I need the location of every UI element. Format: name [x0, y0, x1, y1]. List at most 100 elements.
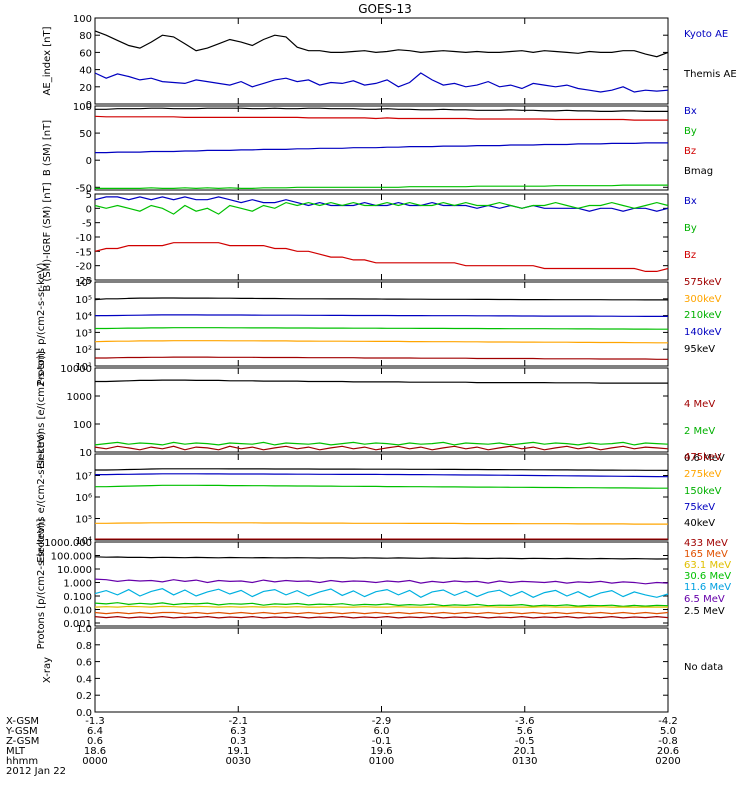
series-label: By [684, 223, 697, 234]
series-line [94, 605, 668, 608]
y-tick-label: 0.4 [76, 674, 92, 685]
y-tick-label: -25 [76, 276, 92, 287]
y-tick-label: 0.6 [76, 658, 92, 669]
y-tick-label: 0.100 [63, 592, 92, 603]
series-line [95, 379, 668, 384]
y-tick-label: 100.000 [51, 552, 92, 563]
panel-4: 10¹ 10² 10³ 10⁴ 10⁵ 10⁶ Protons p/(cm2-s-sr-ke… [36, 262, 722, 385]
panel-2: -50 0 50 100 B (SM) [nT] Bx By Bz Bmag [42, 102, 713, 194]
series-label: 6.5 MeV [684, 594, 725, 605]
panel-6: 10⁴ 10⁵ 10⁶ 10⁷ Electrons e/(cm2-s-sr-keV) 47… [36, 431, 722, 563]
y-tick-label: 10¹ [75, 362, 92, 373]
orbit-value: -0.1 [372, 736, 392, 747]
series-line [95, 473, 669, 478]
xray-nodata-label: No data [684, 662, 723, 673]
panel-8: 0.0 0.2 0.4 0.6 0.8 1.0 X-ray [42, 624, 669, 719]
y-tick-label: 0.2 [76, 691, 92, 702]
series-line [95, 522, 668, 525]
orbit-value: 6.4 [87, 726, 103, 737]
series-line [94, 340, 668, 344]
series-label: Bmag [684, 166, 713, 177]
y-tick-label: 10000 [60, 364, 92, 375]
series-label: 63.1 MeV [684, 560, 731, 571]
series-line [94, 578, 669, 585]
series-label: 4 MeV [684, 399, 715, 410]
y-tick-label: 10² [75, 345, 92, 356]
y-tick-label: 20 [79, 83, 92, 94]
y-tick-label: 1.0 [76, 624, 92, 635]
series-label: 300keV [684, 294, 722, 305]
y-tick-label: 80 [79, 31, 92, 42]
y-tick-label: 5 [86, 190, 92, 201]
series-label: 210keV [684, 310, 722, 321]
y-tick-label: 10⁴ [75, 312, 92, 323]
series-label: Bz [684, 146, 696, 157]
orbit-row-label: Z-GSM [6, 736, 39, 747]
orbit-row-label: hhmm [6, 756, 38, 767]
orbit-value: -3.6 [515, 716, 535, 727]
series-label: 433 MeV [684, 538, 728, 549]
y-axis-label: AE_index [nT] [42, 26, 53, 95]
series-line [94, 611, 669, 615]
series-line [95, 107, 668, 113]
y-axis-label: Electrons e/(cm2-s-sr-keV) [36, 431, 47, 563]
orbit-value: 5.0 [660, 726, 676, 737]
y-tick-label: 0 [86, 100, 92, 111]
series-label: 95keV [684, 344, 715, 355]
panel-7: 0.001 0.010 0.100 1.000 10.000 100.000 1000.00… [36, 519, 731, 650]
panel-5: 10 100 1000 10000 Electrons [e/(cm2-s-sr)] 4 … [36, 351, 725, 469]
series-label: 2.5 MeV [684, 606, 725, 617]
series-line [95, 484, 668, 489]
series-line [94, 441, 669, 446]
panel-frame [94, 627, 669, 713]
orbit-value: -4.2 [658, 716, 678, 727]
series-line [94, 115, 668, 121]
y-axis-label: X-ray [42, 657, 53, 683]
orbit-value: 20.1 [514, 746, 536, 757]
y-tick-label: 40 [79, 66, 92, 77]
series-label: 11.6 MeV [684, 582, 731, 593]
series-line [94, 30, 669, 58]
y-tick-label: 1000.000 [44, 538, 92, 549]
orbit-value: 19.6 [370, 746, 392, 757]
plot-title: GOES-13 [358, 2, 412, 16]
series-label: 275keV [684, 469, 722, 480]
y-tick-label: 10³ [75, 328, 92, 339]
y-tick-label: 10⁶ [75, 493, 92, 504]
panel-1: 0 20 40 60 80 100 AE_index [nT] Kyoto AE Themis … [42, 14, 737, 111]
y-tick-label: 0.8 [76, 641, 92, 652]
orbit-value: 18.6 [84, 746, 106, 757]
orbit-value: 0100 [369, 756, 394, 767]
orbit-value: 6.3 [230, 726, 246, 737]
series-label: 0.6 MeV [684, 453, 725, 464]
y-axis-label: B (SM) [nT] [42, 120, 53, 176]
y-tick-label: 10⁵ [75, 515, 92, 526]
y-tick-label: -5 [82, 219, 92, 230]
orbit-value: 0130 [512, 756, 537, 767]
orbit-row-label: MLT [6, 746, 26, 757]
series-label: 75keV [684, 502, 715, 513]
series-label: 30.6 MeV [684, 571, 731, 582]
orbit-row-label: Y-GSM [5, 726, 38, 737]
orbit-value: -1.3 [85, 716, 105, 727]
orbit-value: 0.3 [230, 736, 246, 747]
y-tick-label: 50 [79, 129, 92, 140]
series-label: 575keV [684, 277, 722, 288]
series-line [94, 196, 669, 212]
orbit-value: -2.1 [228, 716, 248, 727]
y-tick-label: 10⁵ [75, 295, 92, 306]
series-line [94, 556, 669, 560]
orbit-value: 0200 [655, 756, 680, 767]
series-label: 150keV [684, 486, 722, 497]
series-label: 140keV [684, 327, 722, 338]
series-line [95, 314, 668, 317]
orbit-value: 20.6 [657, 746, 679, 757]
panel-frame [94, 17, 669, 105]
y-tick-label: 100 [73, 14, 92, 25]
panel-frame [94, 453, 669, 541]
orbit-row-label: 2012 Jan 22 [6, 766, 66, 777]
